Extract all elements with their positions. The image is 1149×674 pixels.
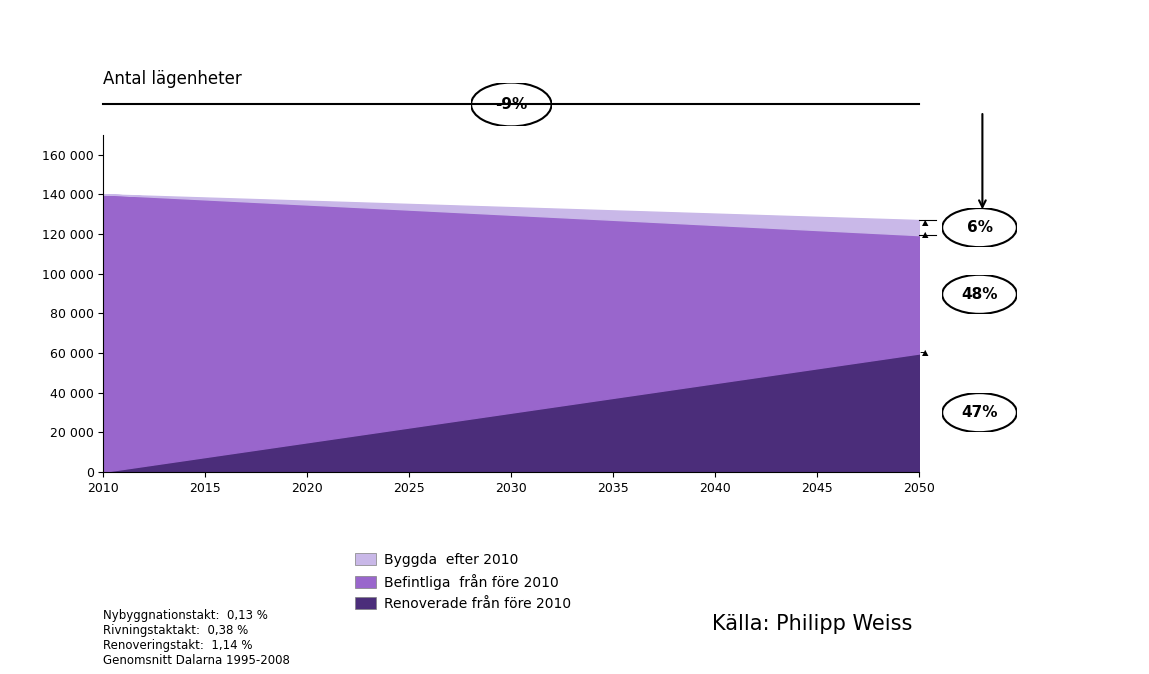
Ellipse shape xyxy=(942,208,1017,247)
Text: 48%: 48% xyxy=(962,287,997,302)
Text: Nybyggnationstakt:  0,13 %
Rivningstaktakt:  0,38 %
Renoveringstakt:  1,14 %
Gen: Nybyggnationstakt: 0,13 % Rivningstaktak… xyxy=(103,609,291,667)
Ellipse shape xyxy=(942,275,1017,314)
Legend: Byggda  efter 2010, Befintliga  från före 2010, Renoverade från före 2010: Byggda efter 2010, Befintliga från före … xyxy=(355,553,571,611)
Text: ▲: ▲ xyxy=(923,231,928,239)
Text: –: – xyxy=(919,346,925,359)
Text: 6%: 6% xyxy=(966,220,993,235)
Text: ▲: ▲ xyxy=(923,348,928,357)
Ellipse shape xyxy=(471,83,552,127)
Text: Källa: Philipp Weiss: Källa: Philipp Weiss xyxy=(712,613,912,634)
Text: 47%: 47% xyxy=(962,405,997,420)
Text: -9%: -9% xyxy=(495,97,527,112)
Text: ▲: ▲ xyxy=(923,218,928,226)
Ellipse shape xyxy=(942,393,1017,432)
Text: Antal lägenheter: Antal lägenheter xyxy=(103,69,242,88)
